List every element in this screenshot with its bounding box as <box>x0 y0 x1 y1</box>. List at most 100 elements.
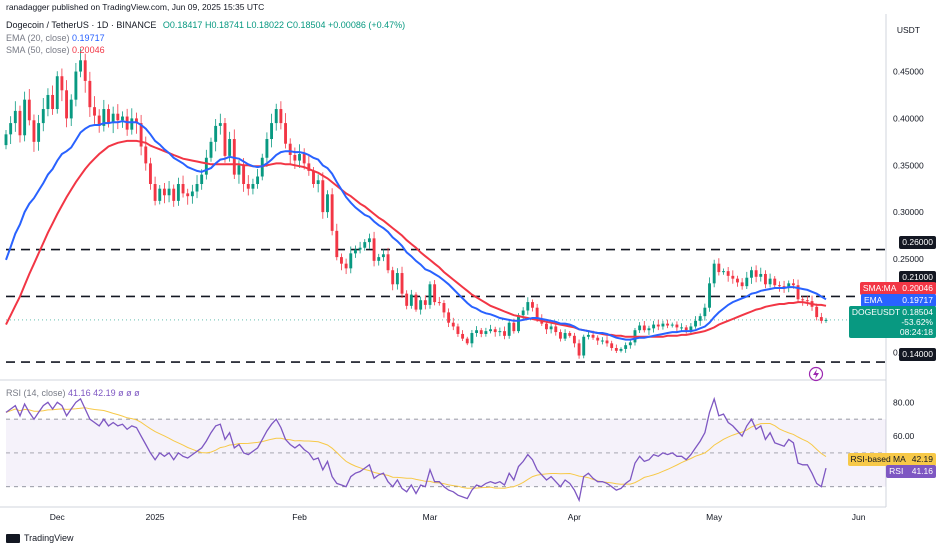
candle-body <box>18 110 22 136</box>
candle-body <box>372 238 376 261</box>
candle-body <box>791 283 795 286</box>
candle-body <box>787 283 791 289</box>
candle-body <box>596 337 600 341</box>
rsi-legend[interactable]: RSI (14, close) 41.16 42.19 ø ø ø <box>6 388 140 398</box>
candle-body <box>335 230 339 258</box>
candle-body <box>316 180 320 185</box>
candle-body <box>680 327 684 329</box>
candle-body <box>526 302 530 311</box>
symbol-header: Dogecoin / TetherUS · 1D · BINANCE O0.18… <box>6 20 405 30</box>
price-tag-countdown: 08:24:18 <box>899 327 933 337</box>
time-tick-label: May <box>706 512 723 522</box>
candle-body <box>162 188 166 196</box>
tradingview-brand: TradingView <box>24 533 74 543</box>
candle-body <box>819 317 823 321</box>
candle-body <box>60 76 64 91</box>
ema-price-tag: EMA 0.19717 <box>860 294 936 307</box>
candle-body <box>582 336 586 356</box>
candle-body <box>214 125 218 142</box>
candle-body <box>293 154 297 161</box>
sma-tag-value: 0.20046 <box>902 283 933 293</box>
candle-body <box>638 325 642 331</box>
candle-body <box>801 299 805 301</box>
candle-body <box>349 253 353 269</box>
sma-50-line <box>5 139 827 338</box>
candle-body <box>32 120 36 142</box>
candle-body <box>363 242 367 248</box>
time-tick-label: Feb <box>292 512 307 522</box>
candle-body <box>88 80 92 108</box>
candle-body <box>93 107 96 116</box>
candle-body <box>666 323 670 326</box>
candle-body <box>703 307 707 317</box>
candle-body <box>558 332 562 339</box>
rsi-tick-label: 80.00 <box>893 397 915 407</box>
candle-body <box>428 284 432 305</box>
price-tick-label: 0.45000 <box>893 67 924 77</box>
rsi-ma-line <box>5 407 827 489</box>
candle-body <box>824 319 828 321</box>
candle-body <box>153 184 157 201</box>
time-tick-label: 2025 <box>146 512 165 522</box>
symbol-title[interactable]: Dogecoin / TetherUS · 1D · BINANCE <box>6 20 157 30</box>
candle-body <box>624 345 628 349</box>
candle-body <box>521 310 525 316</box>
candle-body <box>815 306 819 318</box>
candle-body <box>619 348 623 351</box>
candle-body <box>684 327 688 331</box>
ema-20-line <box>5 120 827 341</box>
rsi-legend-label: RSI (14, close) <box>6 388 66 398</box>
last-price-tag: DOGEUSDT 0.18504 -53.62% 08:24:18 <box>848 306 936 338</box>
candle-body <box>698 316 702 321</box>
candle-body <box>805 300 809 302</box>
candle-body <box>377 257 381 261</box>
moving-averages <box>5 120 827 341</box>
candle-body <box>9 123 13 135</box>
candle-body <box>270 123 274 140</box>
candle-body <box>172 188 176 201</box>
candle-body <box>102 109 106 126</box>
candle-body <box>256 176 260 185</box>
candle-body <box>181 184 185 194</box>
candle-body <box>190 191 194 197</box>
candle-body <box>251 184 255 189</box>
sma-legend[interactable]: SMA (50, close) 0.20046 <box>6 45 105 55</box>
candle-body <box>433 284 437 303</box>
candle-body <box>51 94 55 110</box>
candle-body <box>708 283 711 308</box>
tradingview-footer[interactable]: TradingView <box>6 533 74 543</box>
candle-body <box>65 90 69 119</box>
candle-body <box>386 254 390 271</box>
candle-body <box>763 273 767 285</box>
grid <box>0 14 887 508</box>
ema-legend[interactable]: EMA (20, close) 0.19717 <box>6 33 105 43</box>
candle-body <box>381 254 385 258</box>
candle-body <box>531 302 534 308</box>
candle-body <box>13 110 17 124</box>
rsi-tag: RSI 41.16 <box>886 465 936 478</box>
price-tick-label: 0.35000 <box>893 160 924 170</box>
candle-body <box>535 307 539 319</box>
candle-body <box>647 328 651 331</box>
candle-body <box>419 300 423 310</box>
candle-body <box>777 285 781 287</box>
candle-body <box>745 277 749 287</box>
candle-body <box>642 325 646 331</box>
candle-body <box>475 330 479 334</box>
candle-body <box>517 315 520 332</box>
candle-body <box>186 193 190 197</box>
candle-body <box>773 278 777 286</box>
candle-body <box>209 141 213 158</box>
time-tick-label: Mar <box>423 512 438 522</box>
candle-body <box>326 194 329 213</box>
candle-body <box>195 184 199 192</box>
candle-body <box>661 323 665 327</box>
candle-body <box>484 331 488 334</box>
candle-body <box>614 348 618 351</box>
level-260-tag: 0.26000 <box>899 236 936 249</box>
candle-body <box>237 165 241 175</box>
flash-icon[interactable] <box>808 366 824 382</box>
candle-body <box>130 118 134 130</box>
candle-body <box>754 270 758 277</box>
